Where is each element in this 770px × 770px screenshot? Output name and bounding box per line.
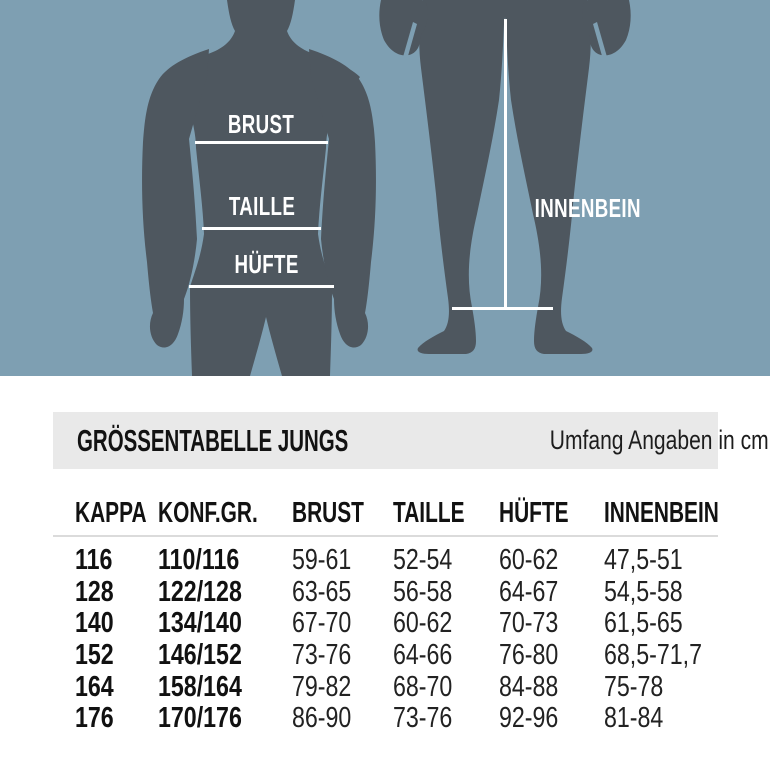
huefte-range-cell: 76-80 (499, 639, 559, 672)
header-separator-line (53, 535, 718, 537)
kappa-size-cell: 152 (75, 639, 114, 672)
huefte-measure-line (189, 285, 334, 288)
brust-range-cell: 63-65 (292, 575, 352, 608)
innenbein-range-cell: 68,5-71,7 (604, 639, 703, 672)
measurement-figures: BRUST TAILLE HÜFTE INNENBEIN (0, 0, 770, 376)
innenbein-range-cell: 75-78 (604, 670, 664, 703)
right-arm-silhouette (309, 49, 376, 348)
legs-silhouette (417, 0, 593, 354)
huefte-range-cell: 84-88 (499, 670, 559, 703)
huefte-range-cell: 70-73 (499, 607, 559, 640)
brust-range-cell: 79-82 (292, 670, 352, 703)
column-header-row: KAPPA KONF.GR. BRUST TAILLE HÜFTE INNENB… (53, 491, 719, 535)
taille-range-cell: 68-70 (393, 670, 453, 703)
column-header-taille: TAILLE (393, 496, 465, 529)
column-header-innenbein: INNENBEIN (604, 496, 719, 529)
innenbein-baseline-measure-line (452, 307, 553, 310)
brust-range-cell: 86-90 (292, 702, 352, 735)
table-body: 116 110/116 59-61 52-54 60-62 47,5-51 12… (53, 537, 718, 734)
konf-gr-cell: 134/140 (158, 607, 242, 640)
innenbein-label: INNENBEIN (534, 193, 641, 223)
table-row: 140 134/140 67-70 60-62 70-73 61,5-65 (53, 607, 718, 639)
huefte-range-cell: 60-62 (499, 544, 559, 576)
taille-range-cell: 52-54 (393, 544, 453, 576)
table-header-bar: GRÖSSENTABELLE JUNGS Umfang Angaben in c… (53, 412, 769, 469)
brust-measure-line (195, 141, 328, 144)
innenbein-range-cell: 81-84 (604, 702, 664, 735)
column-header-brust: BRUST (292, 496, 364, 529)
taille-range-cell: 73-76 (393, 702, 453, 735)
table-title: GRÖSSENTABELLE JUNGS (77, 422, 349, 458)
column-header-konfgr: KONF.GR. (158, 496, 258, 529)
innenbein-range-cell: 47,5-51 (604, 544, 683, 576)
column-header-huefte: HÜFTE (499, 496, 569, 529)
table-subtitle: Umfang Angaben in cm (549, 425, 769, 455)
table-row: 176 170/176 86-90 73-76 92-96 81-84 (53, 702, 718, 734)
torso-silhouette (162, 0, 360, 376)
table-row: 164 158/164 79-82 68-70 84-88 75-78 (53, 671, 718, 703)
kappa-size-cell: 140 (75, 607, 114, 640)
brust-range-cell: 67-70 (292, 607, 352, 640)
brust-range-cell: 59-61 (292, 544, 352, 576)
brust-label: BRUST (227, 109, 295, 139)
innenbein-vertical-measure-line (504, 19, 507, 309)
huefte-range-cell: 92-96 (499, 702, 559, 735)
column-header-kappa: KAPPA (75, 496, 147, 529)
kappa-size-cell: 164 (75, 670, 114, 703)
taille-label: TAILLE (228, 191, 296, 221)
konf-gr-cell: 110/116 (158, 544, 240, 576)
huefte-label: HÜFTE (234, 249, 300, 279)
taille-range-cell: 60-62 (393, 607, 453, 640)
huefte-range-cell: 64-67 (499, 575, 559, 608)
konf-gr-cell: 146/152 (158, 639, 242, 672)
right-thumb-gap (593, 22, 607, 57)
left-arm-silhouette (142, 49, 209, 348)
taille-range-cell: 64-66 (393, 639, 453, 672)
taille-range-cell: 56-58 (393, 575, 453, 608)
taille-measure-line (202, 227, 321, 230)
left-thumb-gap (403, 22, 417, 57)
brust-range-cell: 73-76 (292, 639, 352, 672)
size-table: GRÖSSENTABELLE JUNGS Umfang Angaben in c… (53, 412, 769, 734)
konf-gr-cell: 158/164 (158, 670, 242, 703)
innenbein-range-cell: 54,5-58 (604, 575, 683, 608)
left-hand-silhouette (379, 0, 428, 56)
body-silhouettes-illustration (142, 0, 631, 376)
table-row: 152 146/152 73-76 64-66 76-80 68,5-71,7 (53, 639, 718, 671)
table-row: 116 110/116 59-61 52-54 60-62 47,5-51 (53, 544, 718, 576)
kappa-size-cell: 176 (75, 702, 114, 735)
table-row: 128 122/128 63-65 56-58 64-67 54,5-58 (53, 576, 718, 608)
innenbein-range-cell: 61,5-65 (604, 607, 683, 640)
kappa-size-cell: 128 (75, 575, 114, 608)
kappa-size-cell: 116 (75, 544, 113, 576)
right-hand-silhouette (582, 0, 631, 56)
konf-gr-cell: 170/176 (158, 702, 242, 735)
konf-gr-cell: 122/128 (158, 575, 242, 608)
